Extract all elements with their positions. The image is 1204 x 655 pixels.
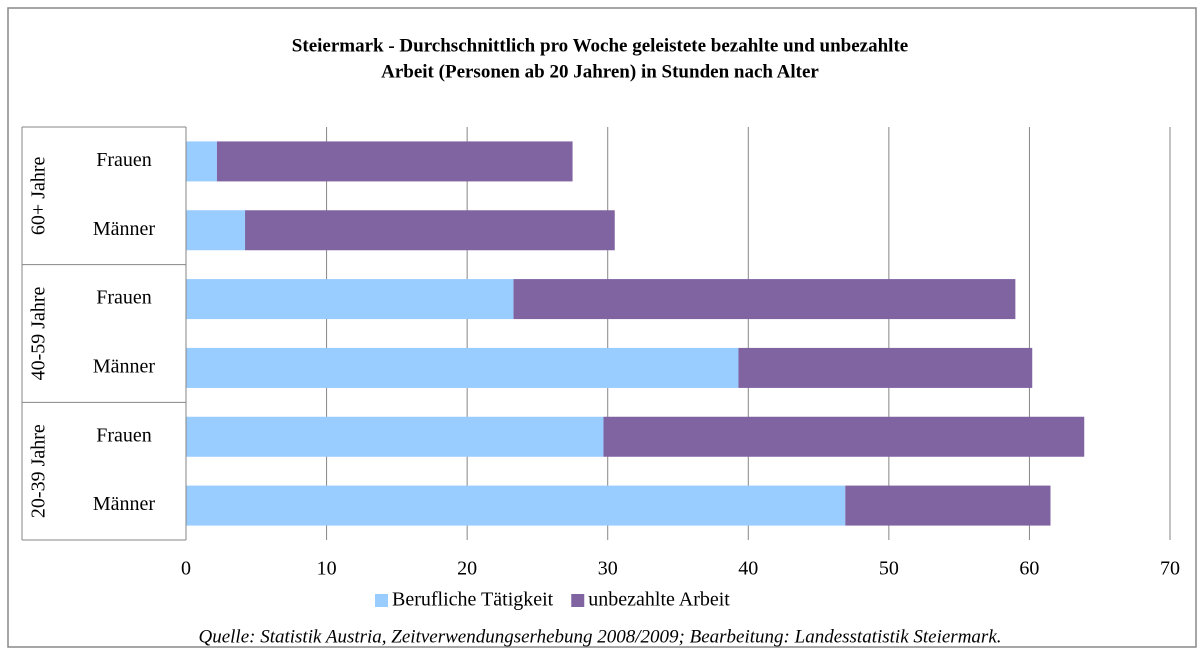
legend-label: Berufliche Tätigkeit (392, 589, 554, 611)
x-tick-label: 60 (1019, 558, 1039, 580)
category-label: Frauen (96, 287, 152, 309)
chart-frame (7, 7, 1197, 648)
legend-swatch (571, 594, 585, 607)
bar-segment (245, 210, 615, 251)
category-label: Männer (93, 218, 156, 240)
group-label: 20-39 Jahre (28, 424, 50, 518)
source-note: Quelle: Statistik Austria, Zeitverwendun… (198, 626, 1001, 647)
bar-segment (186, 485, 846, 526)
bar-segment (186, 347, 739, 388)
legend-swatch (375, 594, 388, 607)
bar-segment (186, 141, 217, 182)
category-label: Frauen (96, 149, 152, 171)
bar-segment (603, 416, 1085, 457)
bar-segment (186, 416, 604, 457)
x-tick-label: 40 (738, 558, 758, 580)
chart-title: Arbeit (Personen ab 20 Jahren) in Stunde… (381, 61, 819, 82)
bar-segment (513, 279, 1016, 320)
group-label: 40-59 Jahre (28, 286, 50, 380)
category-label: Männer (93, 356, 156, 378)
category-label: Frauen (96, 424, 152, 446)
x-tick-label: 0 (181, 558, 191, 580)
bar-segment (845, 485, 1051, 526)
bar-segment (186, 279, 514, 320)
x-tick-label: 50 (879, 558, 899, 580)
group-label: 60+ Jahre (28, 156, 50, 235)
x-tick-label: 70 (1160, 558, 1180, 580)
bar-segment (216, 141, 573, 182)
x-tick-label: 20 (457, 558, 477, 580)
bar-segment (738, 347, 1033, 388)
category-label: Männer (93, 493, 156, 515)
chart-title: Steiermark - Durchschnittlich pro Woche … (292, 35, 908, 56)
x-tick-label: 30 (598, 558, 618, 580)
legend-label: unbezahlte Arbeit (588, 589, 730, 611)
bar-segment (186, 210, 246, 251)
x-tick-label: 10 (317, 558, 337, 580)
